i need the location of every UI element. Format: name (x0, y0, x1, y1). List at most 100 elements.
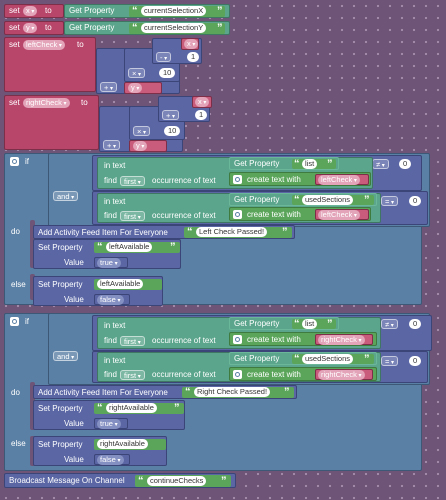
first-dropdown[interactable]: first (120, 176, 145, 186)
text-literal[interactable]: “ leftAvailable ” (94, 242, 180, 253)
gear-icon[interactable] (233, 175, 242, 184)
number-field[interactable]: 1 (195, 110, 208, 120)
text-literal[interactable]: “ rightAvailable ” (94, 403, 184, 414)
operator-dropdown[interactable]: + (162, 110, 180, 120)
and-dropdown[interactable]: and (53, 191, 79, 201)
set-property-block-left-else[interactable]: Set Property Value leftAvailable false (33, 276, 163, 306)
operator-dropdown[interactable]: ≠ (381, 319, 398, 329)
property-name-field[interactable]: currentSelectionX (141, 6, 207, 16)
text-literal[interactable]: “ list ” (292, 319, 336, 330)
set-property-block-left[interactable]: Set Property Value “ leftAvailable ” tru… (33, 239, 181, 269)
operator-dropdown[interactable]: + (100, 82, 118, 92)
bool-block[interactable]: true (94, 418, 128, 429)
var-rightcheck-dropdown[interactable]: rightCheck (318, 335, 365, 345)
operator-dropdown[interactable]: × (133, 126, 151, 136)
var-y-dropdown[interactable]: y (133, 141, 148, 151)
create-text-block-left[interactable]: create text with leftCheck (229, 172, 371, 186)
bool-dropdown[interactable]: false (97, 295, 124, 305)
bool-dropdown[interactable]: false (97, 455, 124, 465)
property-name-field[interactable]: usedSections (302, 354, 354, 364)
gear-icon[interactable] (233, 370, 242, 379)
channel-field[interactable]: continueChecks (147, 476, 207, 486)
text-literal[interactable]: “ Left Check Passed! ” (184, 227, 292, 238)
set-y-block[interactable]: set y to (4, 21, 64, 35)
create-text-block-left-2[interactable]: create text with leftCheck (229, 207, 371, 221)
get-leftcheck[interactable]: leftCheck (315, 174, 369, 185)
gear-icon[interactable] (10, 157, 19, 166)
get-rightcheck[interactable]: rightCheck (315, 369, 373, 380)
var-leftcheck-dropdown[interactable]: leftCheck (318, 175, 360, 185)
and-dropdown[interactable]: and (53, 351, 79, 361)
operator-dropdown[interactable]: ≠ (372, 159, 389, 169)
text-literal[interactable]: “ currentSelectionX ” (129, 6, 225, 17)
var-y-dropdown[interactable]: y (128, 83, 143, 93)
var-rightcheck-dropdown[interactable]: rightCheck (23, 98, 70, 108)
feed-block-right[interactable]: Add Activity Feed Item For Everyone “ Ri… (33, 385, 297, 399)
text-literal[interactable]: “ list ” (292, 159, 336, 170)
number-field[interactable]: 10 (159, 68, 176, 78)
text-literal[interactable]: “ Right Check Passed! ” (182, 387, 294, 398)
bool-dropdown[interactable]: true (97, 419, 121, 429)
var-rightcheck-dropdown[interactable]: rightCheck (318, 370, 365, 380)
get-property-used-left[interactable]: Get Property “ usedSections ” (229, 193, 377, 206)
number-field[interactable]: 0 (409, 356, 422, 366)
set-leftcheck-block[interactable]: set leftCheck to (4, 37, 96, 92)
get-leftcheck[interactable]: leftCheck (315, 209, 369, 220)
feed-block-left[interactable]: Add Activity Feed Item For Everyone “ Le… (33, 225, 295, 239)
number-field[interactable]: 0 (399, 159, 412, 169)
text-literal[interactable]: rightAvailable (94, 439, 166, 450)
plus-inner-block-right[interactable]: + 1 (158, 96, 210, 122)
var-x-dropdown[interactable]: x (23, 6, 38, 16)
var-leftcheck-dropdown[interactable]: leftCheck (23, 40, 65, 50)
var-y-dropdown[interactable]: y (23, 23, 38, 33)
get-property-list-right[interactable]: Get Property “ list ” (229, 317, 339, 330)
property-name-field[interactable]: usedSections (302, 195, 354, 205)
operator-dropdown[interactable]: - (156, 52, 172, 62)
operator-dropdown[interactable]: + (103, 140, 121, 150)
create-text-block-right-2[interactable]: create text with rightCheck (229, 367, 377, 381)
text-literal[interactable]: “ currentSelectionY ” (129, 23, 225, 34)
gear-icon[interactable] (233, 335, 242, 344)
get-x-left[interactable]: x (181, 38, 199, 50)
property-name-field[interactable]: list (302, 319, 318, 329)
number-field[interactable]: 1 (187, 52, 200, 62)
var-x-dropdown[interactable]: x (184, 39, 199, 49)
operator-dropdown[interactable]: = (381, 196, 399, 206)
set-rightcheck-block[interactable]: set rightCheck to (4, 95, 99, 150)
first-dropdown[interactable]: first (120, 211, 145, 221)
operator-dropdown[interactable]: = (381, 356, 399, 366)
number-field[interactable]: 0 (409, 196, 422, 206)
bool-block[interactable]: true (94, 257, 128, 268)
message-field[interactable]: Left Check Passed! (196, 227, 268, 237)
var-leftcheck-dropdown[interactable]: leftCheck (318, 210, 360, 220)
bool-block[interactable]: false (94, 294, 130, 305)
get-y-right[interactable]: y (129, 140, 167, 152)
first-dropdown[interactable]: first (120, 336, 145, 346)
gear-icon[interactable] (233, 210, 242, 219)
get-property-sel-x[interactable]: Get Property “ currentSelectionX ” (64, 4, 230, 18)
number-field[interactable]: 10 (164, 126, 181, 136)
message-field[interactable]: Right Check Passed! (194, 387, 271, 397)
bool-block[interactable]: false (94, 454, 130, 465)
text-literal[interactable]: leftAvailable (94, 279, 162, 290)
bool-dropdown[interactable]: true (97, 258, 121, 268)
text-literal[interactable]: “ continueChecks ” (135, 475, 231, 487)
get-property-sel-y[interactable]: Get Property “ currentSelectionY ” (64, 21, 230, 35)
var-x-dropdown[interactable]: x (195, 97, 210, 107)
property-name-field[interactable]: rightAvailable (106, 403, 157, 413)
get-property-list-left[interactable]: Get Property “ list ” (229, 157, 339, 170)
gear-icon[interactable] (10, 317, 19, 326)
set-x-block[interactable]: set x to (4, 4, 64, 18)
property-name-field[interactable]: list (302, 159, 318, 169)
set-property-block-right[interactable]: Set Property Value “ rightAvailable ” tr… (33, 400, 185, 430)
first-dropdown[interactable]: first (120, 370, 145, 380)
property-name-field[interactable]: currentSelectionY (141, 23, 207, 33)
number-field[interactable]: 0 (409, 319, 422, 329)
create-text-block-right[interactable]: create text with rightCheck (229, 332, 377, 346)
property-name-field[interactable]: rightAvailable (97, 439, 148, 449)
property-name-field[interactable]: leftAvailable (97, 279, 144, 289)
get-y-left[interactable]: y (124, 82, 162, 94)
set-property-block-right-else[interactable]: Set Property Value rightAvailable false (33, 436, 167, 466)
get-rightcheck[interactable]: rightCheck (315, 334, 373, 345)
get-property-used-right[interactable]: Get Property “ usedSections ” (229, 352, 377, 365)
